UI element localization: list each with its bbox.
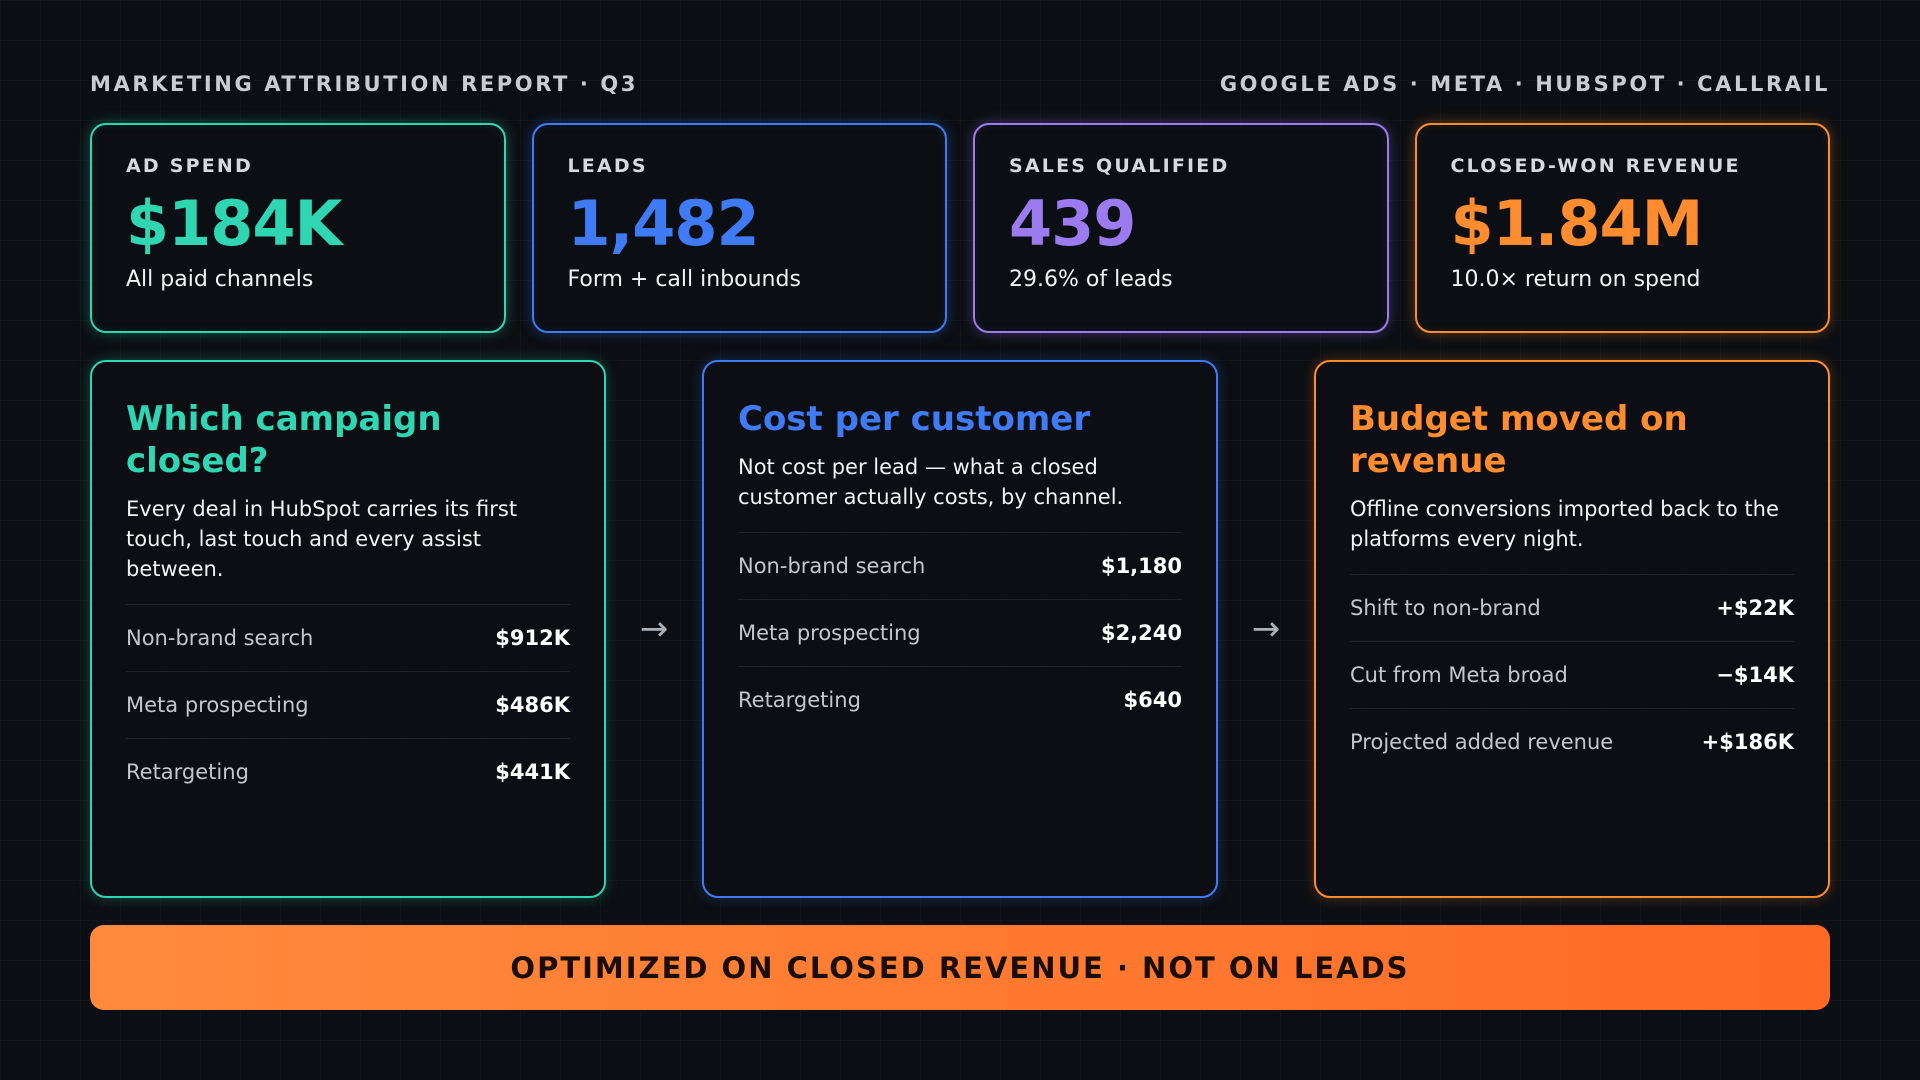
metric-value: $640 [1123, 688, 1182, 712]
kpi-subtitle: 10.0× return on spend [1450, 267, 1701, 292]
kpi-value: $184K [126, 187, 343, 260]
panel-row: Which campaign closed? Every deal in Hub… [90, 360, 1830, 898]
metric-row: Meta prospecting $486K [126, 671, 570, 738]
metric-row: Projected added revenue +$186K [1350, 708, 1794, 775]
kpi-value: 1,482 [567, 187, 760, 260]
kpi-label: SALES QUALIFIED [1009, 155, 1230, 177]
metric-list: Non-brand search $912K Meta prospecting … [126, 604, 570, 805]
metric-label: Meta prospecting [126, 693, 309, 717]
metric-label: Shift to non-brand [1350, 596, 1541, 620]
arrow-right-icon: → [1251, 609, 1281, 649]
metric-value: +$186K [1701, 730, 1794, 754]
panel-description: Every deal in HubSpot carries its first … [126, 497, 518, 581]
metric-value: +$22K [1716, 596, 1794, 620]
metric-row: Meta prospecting $2,240 [738, 599, 1182, 666]
metric-row: Retargeting $640 [738, 666, 1182, 733]
data-sources: GOOGLE ADS · META · HUBSPOT · CALLRAIL [1219, 72, 1830, 96]
metric-value: $2,240 [1100, 621, 1182, 645]
metric-label: Retargeting [738, 688, 861, 712]
metric-row: Cut from Meta broad −$14K [1350, 641, 1794, 708]
report-header: MARKETING ATTRIBUTION REPORT · Q3 GOOGLE… [90, 70, 1830, 98]
panel-budget-moved-on-revenue: Budget moved on revenue Offline conversi… [1314, 360, 1830, 898]
metric-value: $441K [495, 760, 570, 784]
kpi-subtitle: Form + call inbounds [567, 267, 801, 292]
metric-label: Non-brand search [738, 554, 926, 578]
metric-row: Non-brand search $912K [126, 604, 570, 671]
panel-title: Which campaign closed? [126, 399, 442, 481]
kpi-card-closed-won-revenue: CLOSED-WON REVENUE $1.84M 10.0× return o… [1414, 123, 1830, 333]
metric-row: Shift to non-brand +$22K [1350, 574, 1794, 641]
panel-cost-per-customer: Cost per customer Not cost per lead — wh… [702, 360, 1218, 898]
metric-value: −$14K [1716, 663, 1794, 687]
kpi-card-ad-spend: AD SPEND $184K All paid channels [90, 123, 506, 333]
metric-label: Non-brand search [126, 626, 314, 650]
metric-list: Shift to non-brand +$22K Cut from Meta b… [1350, 574, 1794, 775]
metric-value: $486K [495, 693, 570, 717]
kpi-card-leads: LEADS 1,482 Form + call inbounds [531, 123, 947, 333]
kpi-value: $1.84M [1450, 187, 1704, 260]
panel-which-campaign-closed: Which campaign closed? Every deal in Hub… [90, 360, 606, 898]
panel-description: Not cost per lead — what a closed custom… [738, 455, 1124, 509]
metric-row: Retargeting $441K [126, 738, 570, 805]
panel-description: Offline conversions imported back to the… [1350, 497, 1779, 551]
metric-label: Meta prospecting [738, 621, 921, 645]
metric-value: $912K [495, 626, 570, 650]
summary-banner: OPTIMIZED ON CLOSED REVENUE · NOT ON LEA… [90, 925, 1830, 1010]
arrow-right-icon: → [639, 609, 669, 649]
kpi-label: AD SPEND [126, 155, 253, 177]
metric-label: Cut from Meta broad [1350, 663, 1568, 687]
kpi-label: LEADS [567, 155, 648, 177]
metric-label: Projected added revenue [1350, 730, 1614, 754]
kpi-row: AD SPEND $184K All paid channels LEADS 1… [90, 123, 1830, 333]
metric-value: $1,180 [1100, 554, 1182, 578]
panel-title: Budget moved on revenue [1350, 399, 1688, 481]
kpi-subtitle: 29.6% of leads [1009, 267, 1173, 292]
metric-list: Non-brand search $1,180 Meta prospecting… [738, 532, 1182, 733]
metric-row: Non-brand search $1,180 [738, 532, 1182, 599]
kpi-subtitle: All paid channels [126, 267, 314, 292]
kpi-value: 439 [1009, 187, 1136, 260]
report-title: MARKETING ATTRIBUTION REPORT · Q3 [90, 72, 639, 96]
panel-title: Cost per customer [738, 399, 1091, 439]
kpi-card-sales-qualified: SALES QUALIFIED 439 29.6% of leads [973, 123, 1389, 333]
metric-label: Retargeting [126, 760, 249, 784]
kpi-label: CLOSED-WON REVENUE [1450, 155, 1741, 177]
